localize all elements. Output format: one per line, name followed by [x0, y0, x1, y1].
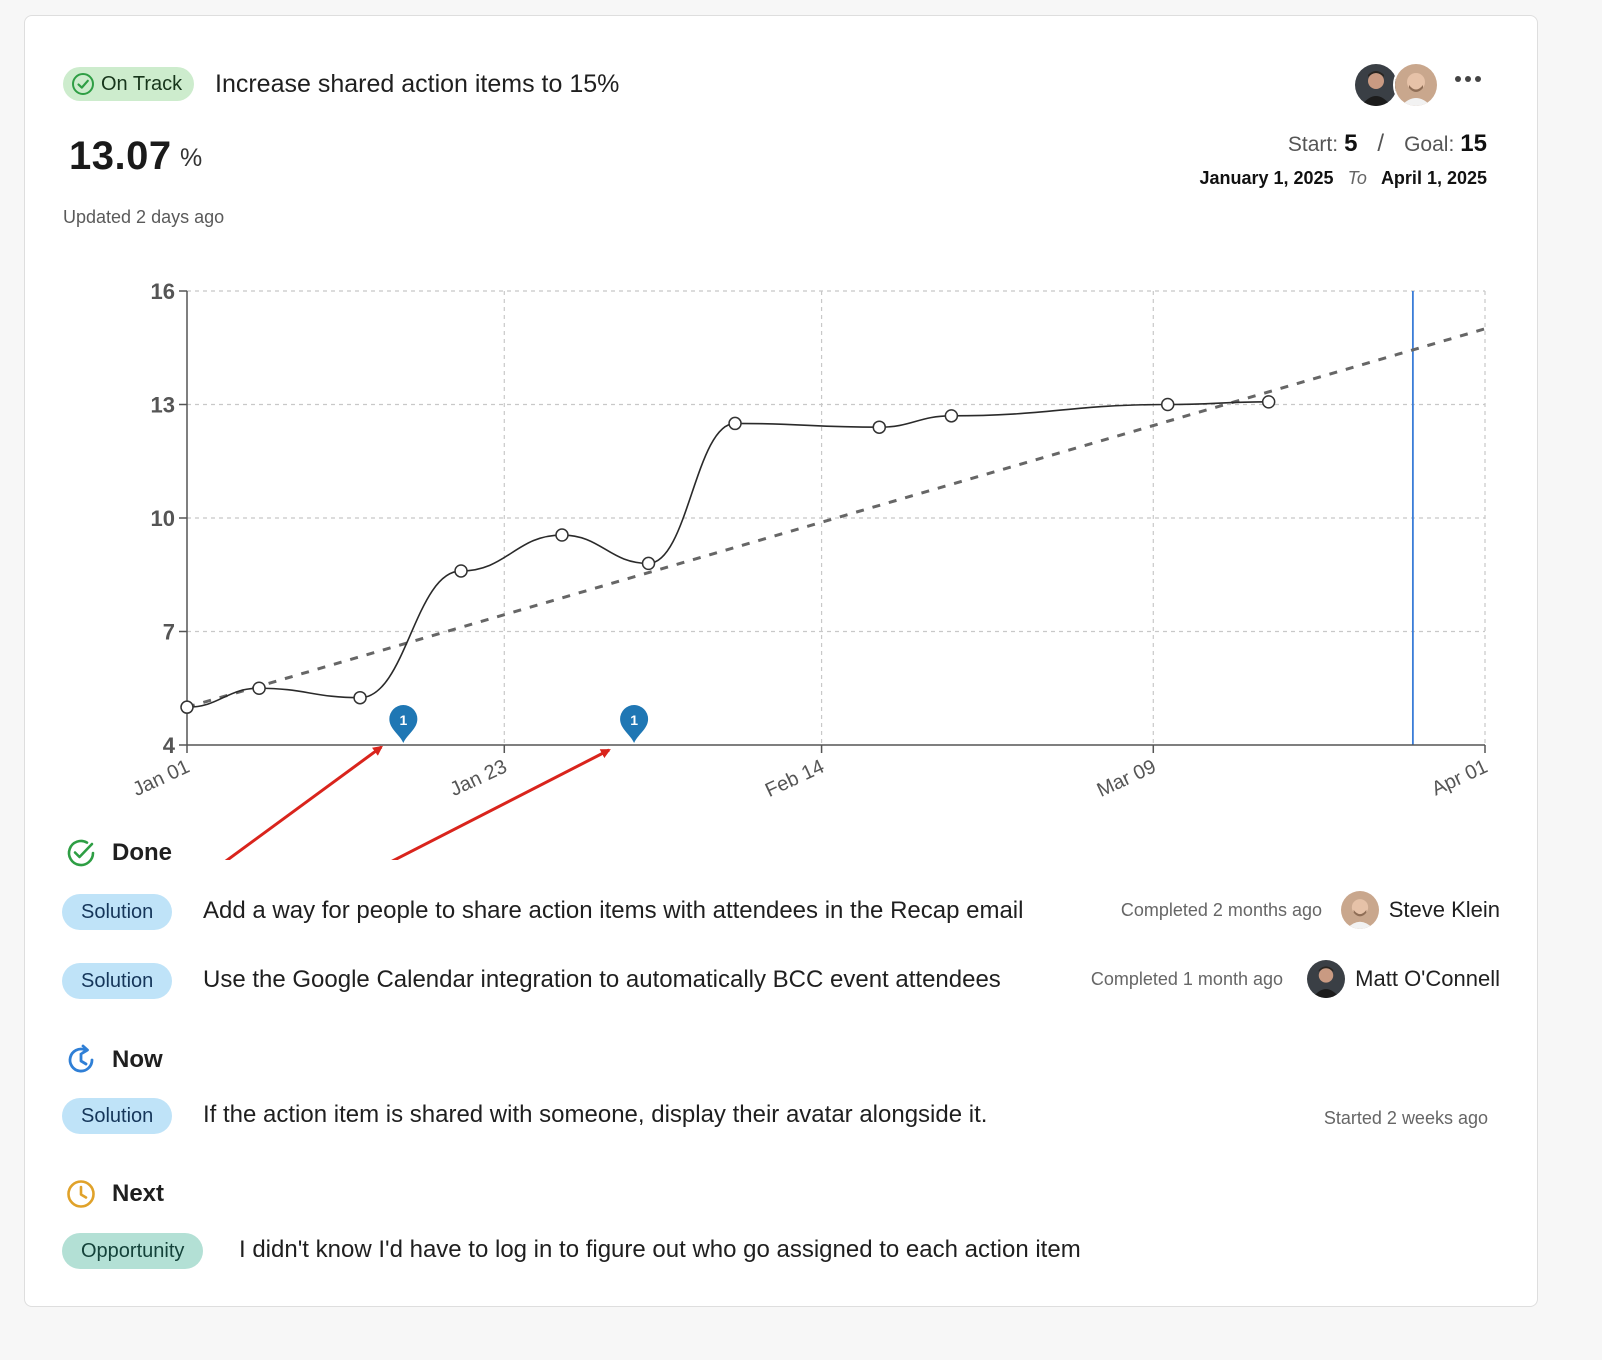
separator: /: [1377, 130, 1385, 157]
section-now: Now: [64, 1043, 163, 1077]
y-tick-label: 7: [163, 620, 175, 645]
date-range: January 1, 2025 To April 1, 2025: [1199, 168, 1487, 189]
start-value: 5: [1344, 130, 1358, 157]
x-tick-label: Jan 23: [447, 756, 511, 801]
section-next: Next: [64, 1177, 164, 1211]
data-point: [454, 564, 468, 578]
solution-tag[interactable]: Solution: [62, 963, 173, 999]
section-done-label: Done: [112, 839, 172, 866]
data-point: [944, 409, 959, 423]
map-pin-icon: [620, 705, 649, 743]
start-goal-summary: Start: 5 / Goal: 15: [1288, 130, 1487, 158]
x-tick-label: Mar 09: [1094, 756, 1160, 802]
check-circle-icon: [72, 73, 94, 95]
map-pin-icon: [389, 705, 418, 743]
item-title[interactable]: Add a way for people to share action ite…: [203, 897, 1024, 924]
y-tick-label: 16: [151, 279, 175, 304]
avatar[interactable]: [1393, 62, 1439, 108]
goal-value: 15: [1460, 130, 1487, 157]
solution-tag[interactable]: Solution: [62, 894, 173, 930]
marker-count: 1: [399, 712, 407, 728]
avatar: [1307, 960, 1346, 998]
data-point: [872, 420, 887, 434]
status-label: On Track: [101, 72, 183, 95]
y-tick-label: 10: [151, 506, 175, 531]
y-tick-label: 13: [151, 393, 175, 418]
current-value: 13.07: [69, 134, 172, 178]
target-trend-line: [186, 327, 1486, 709]
start-date: January 1, 2025: [1199, 168, 1334, 188]
goal-label: Goal:: [1404, 133, 1455, 156]
y-tick-label: 4: [163, 733, 176, 758]
more-options-icon[interactable]: [1455, 76, 1481, 82]
opportunity-tag[interactable]: Opportunity: [62, 1233, 204, 1269]
start-label: Start:: [1287, 133, 1339, 156]
section-next-label: Next: [112, 1180, 165, 1207]
progress-line: [186, 401, 1269, 708]
list-item[interactable]: Solution Use the Google Calendar integra…: [62, 960, 1502, 1002]
annotation-arrow: [224, 745, 383, 860]
avatar: [1340, 891, 1379, 929]
clock-icon: [67, 1180, 95, 1208]
section-now-label: Now: [112, 1046, 163, 1073]
completed-timestamp: Completed 2 months ago: [1120, 900, 1322, 920]
x-tick-label: Apr 01: [1428, 756, 1491, 801]
marker-count: 1: [630, 712, 638, 728]
started-timestamp: Started 2 weeks ago: [1323, 1108, 1488, 1128]
x-tick-label: Jan 01: [129, 756, 193, 801]
owner-avatars[interactable]: [1353, 62, 1443, 108]
item-title[interactable]: Use the Google Calendar integration to a…: [203, 966, 1001, 993]
assignee[interactable]: Matt O'Connell: [1307, 960, 1500, 998]
assignee-name: Matt O'Connell: [1355, 966, 1500, 991]
item-title[interactable]: I didn't know I'd have to log in to figu…: [239, 1236, 1081, 1263]
list-item[interactable]: Solution Add a way for people to share a…: [62, 891, 1502, 933]
data-point: [728, 416, 742, 431]
goal-title[interactable]: Increase shared action items to 15%: [215, 70, 620, 98]
completed-timestamp: Completed 1 month ago: [1090, 969, 1283, 989]
to-label: To: [1347, 168, 1367, 188]
data-point: [180, 700, 194, 714]
x-tick-label: Feb 14: [762, 756, 828, 802]
data-point: [555, 528, 569, 542]
value-unit: %: [180, 144, 203, 172]
end-date: April 1, 2025: [1380, 168, 1487, 188]
goal-card: On Track Increase shared action items to…: [24, 15, 1538, 1307]
list-item[interactable]: Solution If the action item is shared wi…: [62, 1097, 1502, 1137]
assignee-name: Steve Klein: [1388, 897, 1500, 922]
solution-tag[interactable]: Solution: [62, 1098, 173, 1134]
item-title[interactable]: If the action item is shared with someon…: [203, 1101, 988, 1128]
annotation-arrow: [391, 748, 611, 860]
progress-clock-icon: [68, 1044, 94, 1073]
event-marker[interactable]: 1: [620, 705, 649, 743]
updated-timestamp: Updated 2 days ago: [63, 207, 225, 227]
assignee[interactable]: Steve Klein: [1340, 891, 1500, 929]
data-point: [353, 690, 367, 705]
status-badge[interactable]: On Track: [63, 67, 195, 101]
data-point: [1261, 395, 1276, 409]
check-circle-icon: [67, 839, 95, 867]
section-done: Done: [64, 836, 172, 870]
data-point: [1160, 397, 1175, 412]
list-item[interactable]: Opportunity I didn't know I'd have to lo…: [62, 1232, 1502, 1272]
event-marker[interactable]: 1: [389, 705, 418, 743]
data-point: [641, 556, 656, 571]
data-point: [252, 681, 266, 695]
